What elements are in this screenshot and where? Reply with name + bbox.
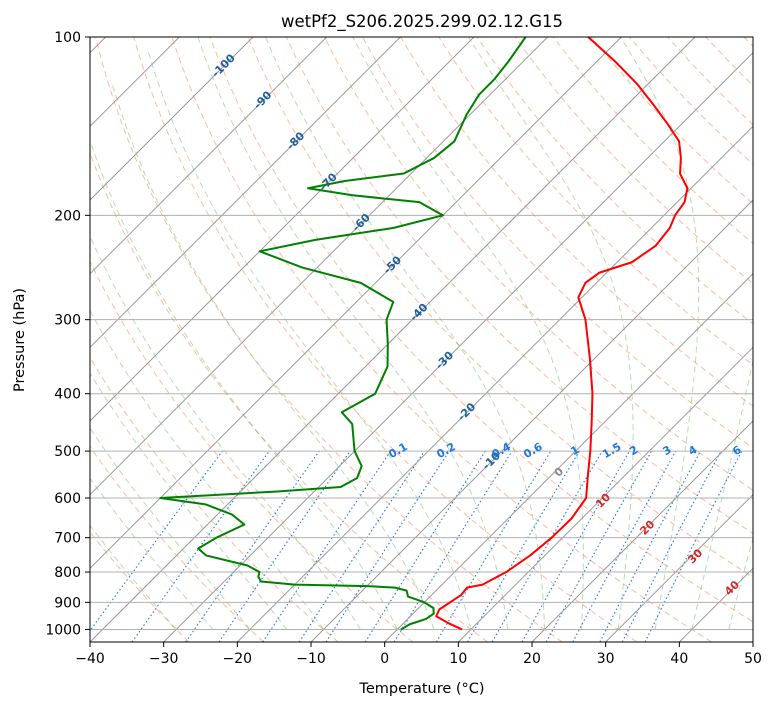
y-tick-label: 900 xyxy=(54,595,81,611)
dry-adiabat-line xyxy=(476,37,753,325)
dry-adiabat-line xyxy=(133,37,638,642)
moist-adiabat-line xyxy=(90,138,398,630)
mixing-ratio-line xyxy=(572,450,677,642)
y-tick-label: 600 xyxy=(54,491,81,507)
dry-adiabats xyxy=(90,37,753,642)
y-tick-label: 100 xyxy=(54,30,81,46)
x-tick-label: 10 xyxy=(449,651,467,667)
dewpoint-trace xyxy=(159,37,527,631)
isotherm-line xyxy=(384,272,753,642)
mixing-ratio-line xyxy=(298,450,425,642)
mixing-ratio-line xyxy=(131,450,270,642)
dry-adiabat-line xyxy=(209,37,753,623)
moist-adiabat-line xyxy=(728,536,753,630)
mixing-ratio-line xyxy=(262,450,392,642)
mixing-ratio-line xyxy=(644,450,743,642)
x-tick-label: −10 xyxy=(296,651,326,667)
y-tick-label: 1000 xyxy=(45,622,81,638)
y-axis: 100 200 300 400 500 600 700 800 900 1000 xyxy=(45,30,90,638)
dry-adiabat-line xyxy=(90,260,414,642)
moist-adiabat-line xyxy=(691,358,753,630)
dry-adiabat-line xyxy=(323,37,753,491)
mixing-ratio-line xyxy=(545,450,653,642)
mixing-ratio-lines xyxy=(90,450,743,642)
mixing-ratio-line xyxy=(521,450,630,642)
x-tick-label: 0 xyxy=(380,651,389,667)
isotherm-line xyxy=(90,37,328,275)
y-tick-label: 700 xyxy=(54,531,81,547)
x-axis: −40 −30 −20 −10 0 10 20 30 40 50 xyxy=(75,642,762,667)
dry-adiabat-line xyxy=(171,37,713,642)
moist-adiabat-line xyxy=(468,37,634,630)
plot-area: -100-90-80-70-60-50-40-30-20-100.1 0.2 0.4… xyxy=(90,37,753,642)
moist-adiabat-line xyxy=(90,372,288,630)
x-tick-label: 50 xyxy=(744,651,762,667)
moist-adiabat-line xyxy=(147,49,472,630)
isotherms xyxy=(90,37,753,642)
moist-adiabat-line xyxy=(90,427,251,630)
isotherm-line xyxy=(605,493,753,642)
x-axis-label: Temperature (°C) xyxy=(358,681,484,697)
y-tick-label: 200 xyxy=(54,208,81,224)
x-tick-label: −20 xyxy=(223,651,253,667)
moist-adiabat-line xyxy=(619,37,700,630)
isotherm-line xyxy=(310,199,753,642)
isotherm-line xyxy=(90,37,696,642)
mixing-ratio-line xyxy=(325,450,450,642)
isotherm-line xyxy=(457,346,753,642)
mixing-ratio-line xyxy=(90,450,223,632)
y-tick-label: 300 xyxy=(54,313,81,329)
dry-adiabat-line xyxy=(285,37,753,534)
isotherm-line xyxy=(90,37,401,349)
moist-adiabat-line xyxy=(352,37,584,630)
isotherm-line xyxy=(90,37,549,496)
x-tick-label: −30 xyxy=(149,651,179,667)
isotherm-line xyxy=(236,125,753,642)
dry-adiabat-line xyxy=(90,356,339,642)
temperature-trace xyxy=(435,37,689,631)
y-tick-label: 500 xyxy=(54,444,81,460)
moist-adiabat-line xyxy=(197,37,509,630)
moist-adiabat-line xyxy=(265,37,546,630)
x-tick-label: 20 xyxy=(523,651,541,667)
plot-frame xyxy=(89,36,754,643)
mixing-ratio-line xyxy=(393,450,513,642)
y-tick-label: 800 xyxy=(54,565,81,581)
x-tick-label: 30 xyxy=(597,651,615,667)
y-axis-label: Pressure (hPa) xyxy=(12,288,28,392)
isotherm-line xyxy=(531,420,753,642)
x-tick-label: 40 xyxy=(670,651,688,667)
dry-adiabat-line xyxy=(247,37,753,578)
dry-adiabat-line xyxy=(514,37,753,285)
isotherm-line xyxy=(163,51,753,642)
sounding-traces xyxy=(159,37,689,631)
x-tick-label: −40 xyxy=(75,651,105,667)
dry-adiabat-line xyxy=(90,445,264,642)
moist-adiabat-line xyxy=(90,235,361,630)
y-tick-label: 400 xyxy=(54,387,81,403)
mixing-ratio-line xyxy=(218,450,351,642)
mixing-ratio-line xyxy=(185,450,320,642)
isotherm-line xyxy=(90,37,475,422)
dry-adiabat-line xyxy=(95,37,563,642)
moist-adiabat-line xyxy=(111,83,435,630)
isotherm-line xyxy=(90,37,254,201)
moist-adiabats xyxy=(90,37,753,630)
chart-title: wetPf2_S206.2025.299.02.12.G15 xyxy=(281,12,563,32)
isotherm-line xyxy=(90,37,622,570)
moist-adiabat-line xyxy=(90,309,324,630)
